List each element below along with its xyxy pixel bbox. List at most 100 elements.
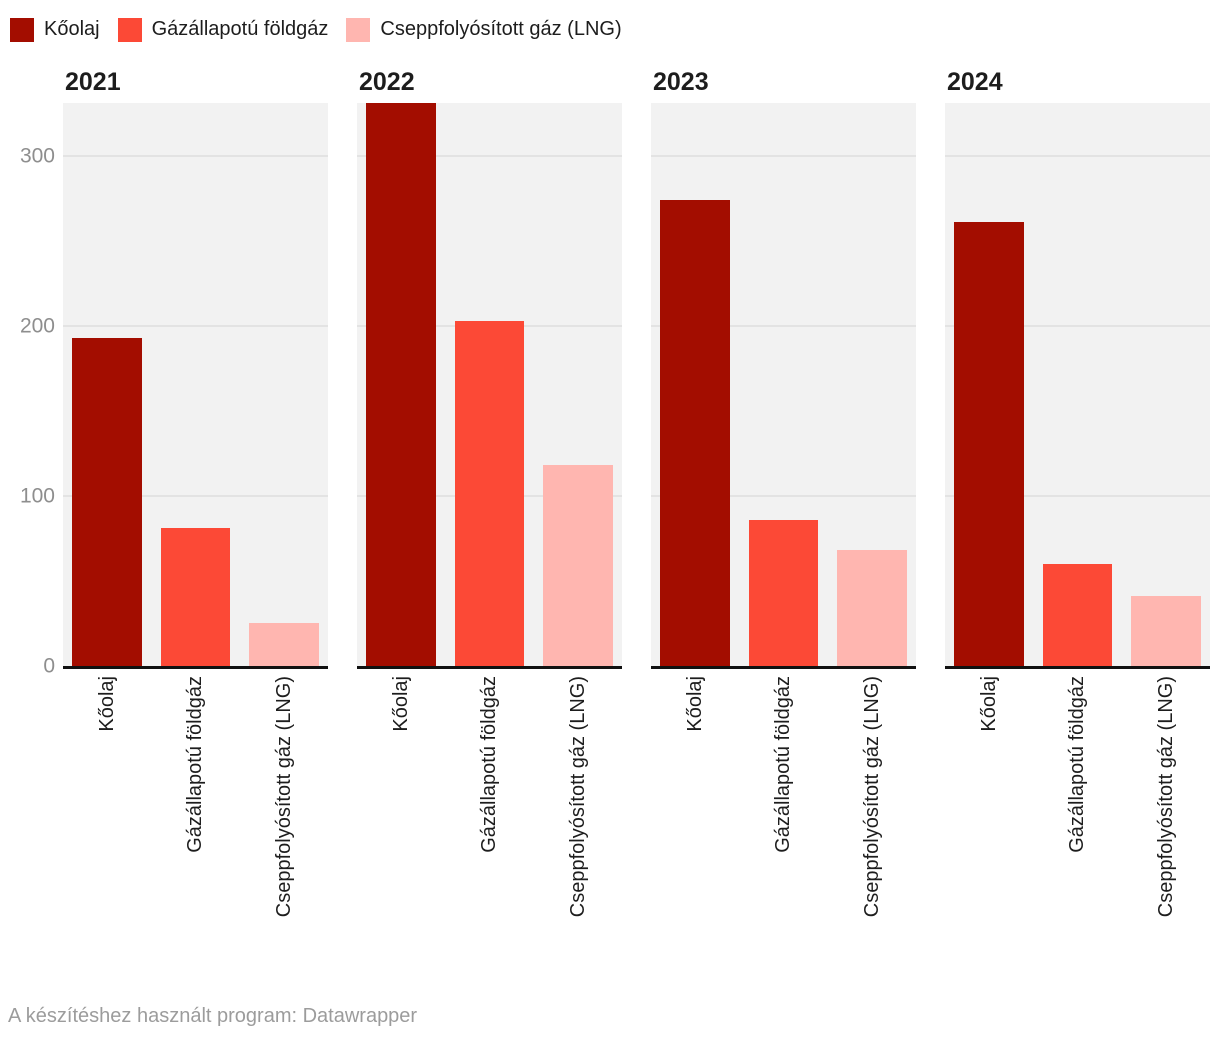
bar-slot — [828, 103, 916, 666]
category-labels: Kőolaj Gázállapotú földgáz Cseppfolyósítot… — [357, 669, 622, 979]
gridline — [63, 494, 328, 497]
panel-2021: 2021 Kőolaj Gázállapotú földgáz Cseppfolyós… — [63, 55, 328, 979]
y-axis-tick-label: 100 — [19, 484, 55, 508]
category-label-slot: Gázállapotú földgáz — [151, 676, 239, 979]
category-label: Cseppfolyósított gáz (LNG) — [860, 676, 883, 918]
panel-title: 2023 — [653, 68, 709, 96]
category-label: Cseppfolyósított gáz (LNG) — [272, 676, 295, 918]
small-multiples: 0 100 200 300 2021 Kőolaj Gázállapotú földgáz… — [0, 55, 1220, 979]
category-label-slot: Kőolaj — [945, 676, 1033, 979]
x-axis-baseline — [945, 666, 1210, 669]
legend-item: Cseppfolyósított gáz (LNG) — [346, 17, 622, 42]
legend-label: Kőolaj — [44, 18, 100, 40]
category-label-slot: Kőolaj — [63, 676, 151, 979]
bar-slot — [1122, 103, 1210, 666]
panel-2022: 2022 Kőolaj Gázállapotú földgáz Cseppfolyós… — [357, 55, 622, 979]
bar-slot — [240, 103, 328, 666]
gridline — [63, 324, 328, 327]
category-label-slot: Gázállapotú földgáz — [739, 676, 827, 979]
category-labels: Kőolaj Gázállapotú földgáz Cseppfolyósítot… — [945, 669, 1210, 979]
bar-slot — [151, 103, 239, 666]
bar-slot — [357, 103, 445, 666]
category-label-slot: Kőolaj — [357, 676, 445, 979]
x-axis-baseline — [651, 666, 916, 669]
gridline — [945, 154, 1210, 157]
bar-2023-series-1 — [748, 519, 819, 666]
x-axis-baseline — [63, 666, 328, 669]
bar-2023-series-2 — [836, 550, 907, 666]
bar-2022-series-2 — [542, 465, 613, 666]
legend-swatch-icon — [117, 17, 142, 42]
bar-slot — [945, 103, 1033, 666]
plot-area — [945, 103, 1210, 666]
category-label: Kőolaj — [978, 676, 1001, 732]
plot-area — [357, 103, 622, 666]
bar-2022-series-1 — [454, 320, 525, 666]
attribution-note: A készítéshez használt program: Datawrap… — [8, 1005, 418, 1027]
bar-2024-series-0 — [954, 222, 1025, 666]
category-labels: Kőolaj Gázállapotú földgáz Cseppfolyósítot… — [63, 669, 328, 979]
bar-2022-series-0 — [366, 103, 437, 666]
legend-swatch-icon — [10, 17, 34, 42]
gridline — [651, 494, 916, 497]
category-label: Kőolaj — [684, 676, 707, 732]
category-label-slot: Cseppfolyósított gáz (LNG) — [828, 676, 916, 979]
gridline — [651, 154, 916, 157]
legend-item: Gázállapotú földgáz — [117, 17, 329, 42]
category-label-slot: Cseppfolyósított gáz (LNG) — [1122, 676, 1210, 979]
bars — [357, 103, 622, 666]
bars — [945, 103, 1210, 666]
category-label: Gázállapotú földgáz — [478, 676, 501, 853]
x-axis-baseline — [357, 666, 622, 669]
panel-title: 2024 — [947, 68, 1003, 96]
bars — [63, 103, 328, 666]
gridline — [63, 154, 328, 157]
gridline — [357, 154, 622, 157]
category-label: Kőolaj — [390, 676, 413, 732]
bar-slot — [445, 103, 533, 666]
panel-title: 2022 — [359, 68, 415, 96]
bar-2024-series-2 — [1130, 596, 1201, 666]
gridline — [945, 324, 1210, 327]
category-label: Kőolaj — [96, 676, 119, 732]
bar-2021-series-1 — [160, 528, 231, 666]
legend-swatch-icon — [346, 17, 371, 42]
bar-slot — [63, 103, 151, 666]
plot-area — [63, 103, 328, 666]
gridline — [651, 324, 916, 327]
bar-2023-series-0 — [660, 199, 731, 666]
legend-label: Gázállapotú földgáz — [151, 18, 329, 40]
category-label-slot: Cseppfolyósított gáz (LNG) — [534, 676, 622, 979]
legend-item: Kőolaj — [10, 17, 100, 42]
category-label: Cseppfolyósított gáz (LNG) — [1154, 676, 1177, 918]
bar-slot — [739, 103, 827, 666]
category-label-slot: Cseppfolyósított gáz (LNG) — [240, 676, 328, 979]
plot-area — [651, 103, 916, 666]
category-label: Cseppfolyósított gáz (LNG) — [566, 676, 589, 918]
bar-slot — [1033, 103, 1121, 666]
legend-label: Cseppfolyósított gáz (LNG) — [380, 18, 622, 40]
bar-slot — [534, 103, 622, 666]
panel-2023: 2023 Kőolaj Gázállapotú földgáz Cseppfolyós… — [651, 55, 916, 979]
category-label-slot: Gázállapotú földgáz — [445, 676, 533, 979]
category-label: Gázállapotú földgáz — [1066, 676, 1089, 853]
legend: Kőolaj Gázállapotú földgáz Cseppfolyósítot… — [0, 0, 1220, 42]
category-labels: Kőolaj Gázállapotú földgáz Cseppfolyósítot… — [651, 669, 916, 979]
y-axis-tick-label: 300 — [19, 144, 55, 168]
panel-2024: 2024 Kőolaj Gázállapotú földgáz Cseppfolyós… — [945, 55, 1210, 979]
bars — [651, 103, 916, 666]
panel-title: 2021 — [65, 68, 121, 96]
category-label-slot: Gázállapotú földgáz — [1033, 676, 1121, 979]
y-axis-tick-label: 0 — [43, 654, 55, 678]
y-axis: 0 100 200 300 — [0, 55, 63, 979]
bar-2021-series-0 — [72, 337, 143, 666]
gridline — [945, 494, 1210, 497]
category-label: Gázállapotú földgáz — [772, 676, 795, 853]
bar-2024-series-1 — [1042, 563, 1113, 666]
category-label: Gázállapotú földgáz — [184, 676, 207, 853]
bar-slot — [651, 103, 739, 666]
y-axis-tick-label: 200 — [19, 314, 55, 338]
bar-2021-series-2 — [248, 623, 319, 666]
category-label-slot: Kőolaj — [651, 676, 739, 979]
